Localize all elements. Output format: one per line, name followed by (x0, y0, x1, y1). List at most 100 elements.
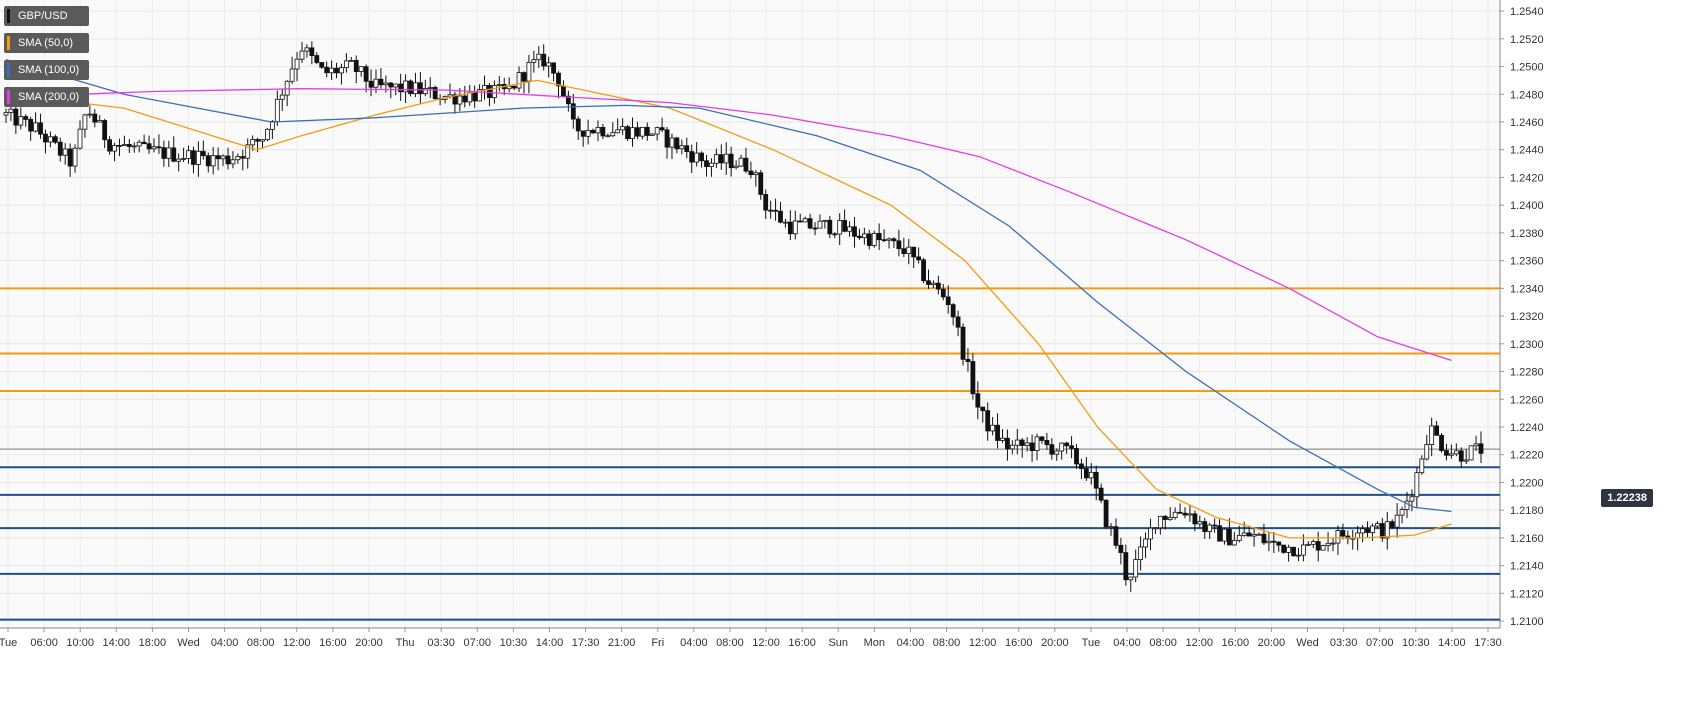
y-tick-label: 1.2320 (1510, 311, 1544, 323)
legend-swatch (7, 36, 10, 50)
legend-item-sma100[interactable]: SMA (100,0) (4, 60, 90, 80)
candle-body (1276, 541, 1282, 546)
candle-body (1330, 542, 1336, 545)
x-tick-label: 07:00 (1366, 637, 1394, 649)
candle-body (585, 129, 591, 137)
candle-body (713, 154, 719, 164)
x-tick-label: Wed (177, 637, 199, 649)
candle-body (778, 210, 783, 223)
plot-background (0, 0, 1500, 628)
candle-body (417, 82, 423, 95)
candle-body (1187, 513, 1193, 516)
sma-line-2 (5, 58, 1452, 513)
candle-body (1177, 511, 1183, 514)
x-tick-label: 04:00 (211, 637, 239, 649)
candle-body (886, 238, 892, 241)
candle-body (1069, 445, 1074, 449)
candle-body (743, 157, 749, 172)
legend-item-sma50[interactable]: SMA (50,0) (4, 33, 90, 53)
y-tick-label: 1.2380 (1510, 228, 1544, 240)
x-tick-label: 14:00 (103, 637, 131, 649)
candle-body (477, 89, 482, 102)
y-tick-label: 1.2440 (1510, 145, 1544, 157)
candle-body (18, 116, 24, 126)
x-tick-label: 14:00 (536, 637, 564, 649)
candle-body (1044, 440, 1050, 446)
candle-body (980, 406, 986, 412)
legend-item-gbpusd[interactable]: GBP/USD (4, 6, 90, 26)
candle-body (309, 47, 315, 56)
candle-body (1389, 521, 1395, 528)
candle-body (546, 62, 552, 67)
x-tick-label: 16:00 (1005, 637, 1033, 649)
candle-body (1291, 546, 1296, 557)
candle-body (1305, 543, 1311, 546)
candle-body (1059, 442, 1065, 452)
candle-body (348, 60, 354, 62)
candle-body (215, 155, 221, 160)
candle-body (334, 67, 339, 74)
candle-body (615, 129, 621, 134)
x-tick-label: 16:00 (319, 637, 347, 649)
x-tick-label: 08:00 (1149, 637, 1177, 649)
candle-body (709, 162, 714, 167)
candle-body (1074, 448, 1079, 465)
candle-body (758, 172, 764, 195)
candle-body (763, 194, 769, 211)
candle-body (195, 150, 201, 165)
candle-body (13, 108, 19, 126)
candle-body (639, 126, 645, 137)
candle-body (191, 150, 196, 165)
candle-body (1256, 533, 1262, 536)
legend-label: SMA (50,0) (18, 37, 74, 49)
candle-body (1207, 524, 1213, 532)
y-tick-label: 1.2540 (1510, 6, 1544, 18)
x-tick-label: Fri (651, 637, 664, 649)
candle-body (891, 238, 897, 242)
candle-body (773, 209, 778, 212)
candle-body (131, 145, 137, 148)
candle-body (304, 47, 310, 52)
candle-body (1192, 513, 1198, 525)
candle-body (511, 85, 517, 89)
candle-body (738, 157, 744, 167)
legend-item-sma200[interactable]: SMA (200,0) (4, 87, 90, 107)
x-tick-label: 04:00 (897, 637, 925, 649)
candle-body (230, 159, 236, 165)
candle-body (482, 85, 487, 90)
candle-body (141, 141, 147, 145)
candle-body (156, 146, 162, 149)
candle-body (565, 95, 571, 105)
candle-body (1414, 472, 1420, 498)
candle-body (669, 137, 675, 148)
candle-body (541, 53, 547, 67)
candle-body (718, 154, 724, 164)
x-tick-label: Tue (1082, 637, 1101, 649)
candle-body (1281, 544, 1287, 553)
candle-body (1375, 523, 1380, 527)
candle-body (1360, 528, 1366, 534)
candle-body (526, 61, 532, 82)
candle-body (393, 83, 399, 88)
candle-body (1394, 514, 1400, 528)
candle-body (97, 120, 103, 123)
candle-body (940, 288, 946, 298)
candle-body (852, 226, 857, 237)
candle-body (664, 129, 670, 148)
y-tick-label: 1.2180 (1510, 505, 1544, 517)
candle-body (1473, 443, 1479, 447)
candle-body (1039, 436, 1045, 441)
candle-body (531, 59, 537, 63)
candle-body (935, 282, 941, 290)
candle-body (906, 246, 912, 254)
x-tick-label: Tue (0, 637, 17, 649)
candle-body (1458, 450, 1464, 462)
candle-body (1054, 450, 1060, 455)
candle-body (294, 58, 300, 70)
candle-body (679, 145, 685, 150)
x-tick-label: 04:00 (1113, 637, 1141, 649)
candle-body (635, 127, 640, 137)
candle-body (753, 172, 759, 176)
candle-body (1227, 528, 1232, 546)
